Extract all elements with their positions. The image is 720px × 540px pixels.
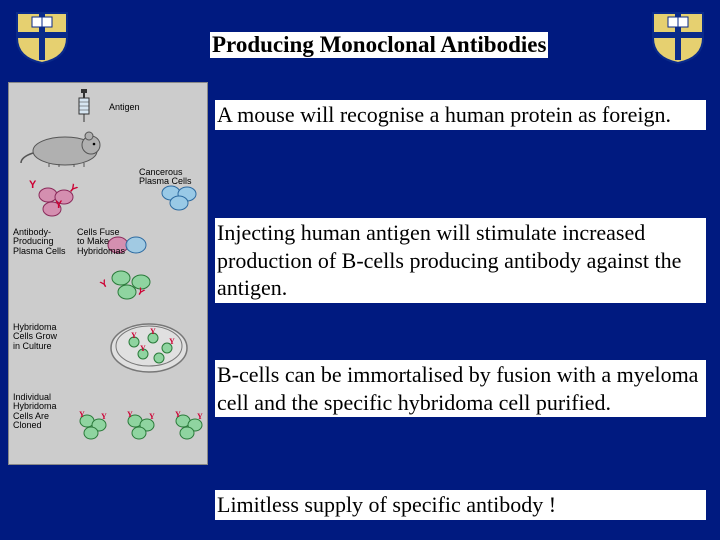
mouse-icon: [19, 123, 105, 167]
svg-text:Y: Y: [131, 331, 137, 340]
svg-text:Y: Y: [150, 327, 156, 336]
svg-text:Y: Y: [149, 412, 155, 421]
svg-text:Y: Y: [175, 410, 181, 419]
paragraph-3: B-cells can be immortalised by fusion wi…: [215, 360, 706, 417]
label-ab-producing: Antibody- Producing Plasma Cells: [13, 228, 66, 256]
svg-text:Y: Y: [169, 337, 175, 346]
hybridoma-cells-icon: [107, 268, 157, 300]
crest-left: [12, 10, 72, 65]
svg-text:Y: Y: [140, 344, 146, 353]
antibody-y-icon: Y: [55, 199, 62, 211]
paragraph-4: Limitless supply of specific antibody !: [215, 490, 706, 520]
svg-text:Y: Y: [79, 410, 85, 419]
paragraph-1: A mouse will recognise a human protein a…: [215, 100, 706, 130]
paragraph-2: Injecting human antigen will stimulate i…: [215, 218, 706, 303]
svg-text:Y: Y: [101, 412, 107, 421]
petri-dish-icon: Y Y Y Y: [109, 318, 189, 376]
label-grow: Hybridoma Cells Grow in Culture: [13, 323, 57, 351]
label-fuse: Cells Fuse to Make Hybridomas: [77, 228, 125, 256]
cancerous-cells-icon: [159, 183, 201, 211]
antibody-y-icon: Y: [29, 179, 36, 191]
syringe-icon: [71, 89, 101, 123]
process-diagram: Antigen Cancerous Plasma Cells: [8, 82, 208, 465]
svg-text:Y: Y: [197, 412, 203, 421]
label-cloned: Individual Hybridoma Cells Are Cloned: [13, 393, 57, 431]
crest-right: [648, 10, 708, 65]
cloned-cells-icon: Y Y Y Y Y Y: [73, 403, 203, 453]
svg-text:Y: Y: [127, 410, 133, 419]
slide-title: Producing Monoclonal Antibodies: [210, 32, 548, 58]
label-antigen: Antigen: [109, 103, 140, 112]
label-cancerous: Cancerous Plasma Cells: [139, 168, 192, 187]
